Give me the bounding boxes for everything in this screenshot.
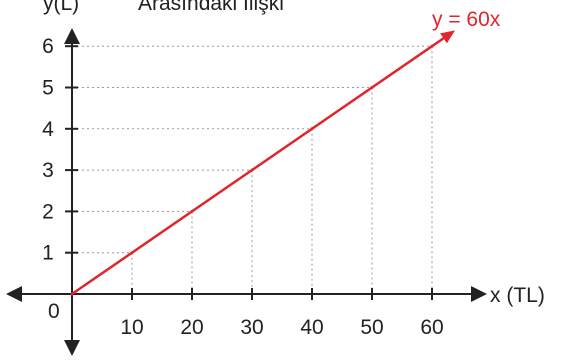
y-tick-label-5: 5 [42, 77, 54, 100]
data-point-1 [130, 251, 134, 255]
y-tick-label-3: 3 [42, 159, 54, 182]
y-axis-arrow-bottom [64, 340, 80, 356]
x-tick-label-10: 10 [120, 316, 143, 339]
x-tick-label-20: 20 [180, 316, 203, 339]
axis-ticks: 10 20 30 40 50 60 1 2 3 4 5 6 [42, 35, 444, 339]
series-line [71, 33, 450, 296]
y-tick-label-1: 1 [42, 242, 54, 265]
data-point-4 [310, 127, 314, 131]
data-point-2 [190, 209, 194, 213]
x-tick-label-40: 40 [300, 316, 323, 339]
data-point-0 [70, 292, 74, 296]
guide-lines [72, 45, 433, 294]
y-axis-label: y(L) [43, 0, 79, 15]
series-arrow [440, 30, 456, 44]
origin-label: 0 [48, 300, 60, 323]
data-point-6 [430, 44, 434, 48]
x-axis-arrow-left [6, 286, 22, 302]
y-axis-arrow-top [64, 28, 80, 44]
x-tick-label-50: 50 [360, 316, 383, 339]
series-label: y = 60x [432, 8, 501, 31]
y-tick-label-6: 6 [42, 35, 54, 58]
x-axis-label: x (TL) [490, 284, 545, 307]
x-axis-arrow-right [471, 286, 487, 302]
data-point-3 [250, 168, 254, 172]
series-layer: y = 60x [70, 8, 501, 296]
data-point-5 [370, 86, 374, 89]
x-tick-label-30: 30 [240, 316, 263, 339]
y-tick-label-4: 4 [42, 118, 54, 141]
chart-title: Arasındaki İlişki [138, 0, 284, 15]
x-tick-label-60: 60 [420, 316, 443, 339]
y-tick-label-2: 2 [42, 200, 54, 223]
